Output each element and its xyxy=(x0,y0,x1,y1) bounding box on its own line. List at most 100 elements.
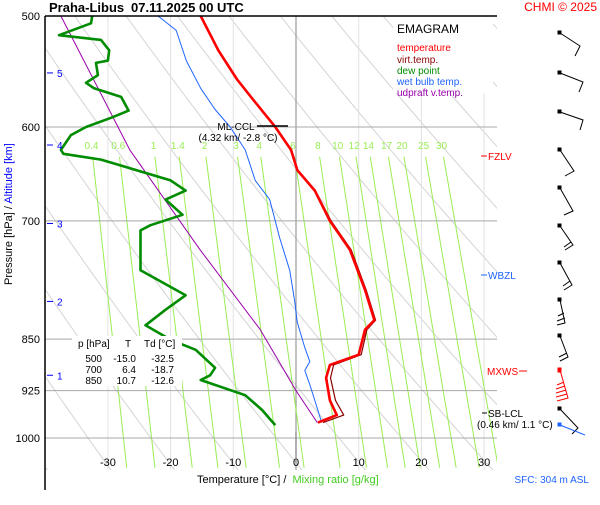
wind-barb-surface xyxy=(557,422,586,436)
wind-barb xyxy=(557,260,573,291)
dry-adiabat xyxy=(279,16,497,273)
svg-text:10.7: 10.7 xyxy=(117,376,137,387)
mixing-ratio-line xyxy=(387,156,441,468)
dry-adiabat xyxy=(589,16,600,474)
wind-barb xyxy=(556,297,566,326)
svg-text:(4.32 km/ -2.8 °C): (4.32 km/ -2.8 °C) xyxy=(198,133,277,144)
svg-text:500: 500 xyxy=(85,354,102,365)
temperature-tick-label: 30 xyxy=(478,457,490,469)
station-title: Praha-Libus xyxy=(49,0,124,15)
mixing-ratio-label: 1.4 xyxy=(171,141,185,152)
dry-adiabat xyxy=(45,375,112,470)
temperature-tick-label: 10 xyxy=(353,457,365,469)
svg-text:SB-LCL: SB-LCL xyxy=(488,409,523,420)
altitude-tick-label: 1 xyxy=(57,371,63,382)
dry-adiabat xyxy=(485,16,497,29)
level-table: p [hPa] T Td [°C] 500 -15.0 -32.5 700 6.… xyxy=(72,336,182,387)
legend-title: EMAGRAM xyxy=(397,22,459,36)
mixing-ratio-label: 14 xyxy=(363,141,375,152)
pressure-tick-label: 1000 xyxy=(16,433,40,445)
legend-wet-bulb: wet bulb temp. xyxy=(396,77,462,88)
mixing-ratio-label: 30 xyxy=(436,141,448,152)
mixing-ratio-line xyxy=(154,156,193,468)
series-layer xyxy=(57,16,377,426)
mixing-ratio-line xyxy=(294,156,341,468)
svg-text:FZLV: FZLV xyxy=(488,152,512,163)
table-row: 500 -15.0 -32.5 xyxy=(85,354,174,365)
temperature-tick-label: 0 xyxy=(293,457,299,469)
mixing-ratio-line xyxy=(92,156,128,468)
dry-adiabat xyxy=(45,204,239,470)
sb-lcl-annotation: SB-LCL (0.46 km/ 1.1 °C) xyxy=(477,409,553,431)
mixing-ratio-line xyxy=(237,156,281,468)
svg-text:-32.5: -32.5 xyxy=(151,354,174,365)
wind-barb xyxy=(557,30,581,57)
dry-adiabat xyxy=(45,124,303,470)
legend-parcel: udpraft v.temp. xyxy=(397,88,463,99)
wind-barb xyxy=(557,185,574,216)
x-axis-label: Temperature [°C] / Mixing ratio [g/kg] xyxy=(197,474,379,486)
mixing-ratio-label: 2 xyxy=(202,141,208,152)
ml-ccl-annotation: ML-CCL (4.32 km/ -2.8 °C) xyxy=(198,122,288,144)
table-row: 700 6.4 -18.7 xyxy=(85,365,174,376)
mixing-ratio-line xyxy=(260,156,305,468)
pressure-tick-label: 925 xyxy=(22,386,40,398)
copyright: CHMI © 2025 xyxy=(524,0,597,14)
mixing-ratio-label: 8 xyxy=(315,141,321,152)
svg-text:850: 850 xyxy=(85,376,102,387)
mixing-ratio-label: 17 xyxy=(381,141,393,152)
altitude-tick-label: 3 xyxy=(57,219,63,230)
mixing-ratio-label: 3 xyxy=(233,141,239,152)
wind-barb xyxy=(557,70,584,93)
mixing-ratio-label: 4 xyxy=(256,141,262,152)
legend-dew-point: dew point xyxy=(397,66,440,77)
table-row: 850 10.7 -12.6 xyxy=(85,376,174,387)
temperature-tick-label: -10 xyxy=(225,457,241,469)
temperature-tick-label: -30 xyxy=(100,457,116,469)
dry-adiabat xyxy=(74,16,430,470)
mixing-ratio-line xyxy=(369,156,421,468)
legend-temperature: temperature xyxy=(397,43,451,54)
svg-text:ML-CCL: ML-CCL xyxy=(217,122,255,133)
svg-text:(0.46 km/ 1.1 °C): (0.46 km/ 1.1 °C) xyxy=(477,420,553,431)
fzlv-marker: FZLV xyxy=(481,152,512,163)
temperature-line xyxy=(199,16,376,424)
dry-adiabat xyxy=(382,16,497,148)
svg-text:6.4: 6.4 xyxy=(122,365,136,376)
mixing-ratio-label: 20 xyxy=(396,141,408,152)
mixing-ratio-line xyxy=(205,156,247,468)
svg-text:700: 700 xyxy=(85,365,102,376)
dry-adiabat xyxy=(125,16,494,470)
svg-text:MXWS: MXWS xyxy=(487,367,518,378)
altitude-tick-label: 4 xyxy=(57,141,63,152)
mixing-ratio-label: 0.4 xyxy=(84,141,98,152)
legend: EMAGRAM temperature virt.temp. dew point… xyxy=(393,17,493,99)
wind-barb xyxy=(555,367,569,402)
dew-point-line xyxy=(57,16,277,426)
mixing-ratio-line xyxy=(178,156,219,468)
mxws-marker: MXWS xyxy=(487,367,527,378)
mixing-ratio-label: 0.6 xyxy=(111,141,125,152)
dry-adiabat xyxy=(45,288,176,470)
dry-adiabat xyxy=(228,16,497,339)
wind-barb xyxy=(557,147,575,177)
wind-barb xyxy=(557,333,569,362)
wind-barb xyxy=(557,109,584,131)
wbzl-marker: WBZL xyxy=(481,271,516,282)
table-header-p: p [hPa] xyxy=(78,339,110,350)
dry-adiabat xyxy=(537,16,600,474)
mixing-ratio-label: 10 xyxy=(332,141,344,152)
pressure-tick-label: 500 xyxy=(22,11,40,23)
svg-text:-15.0: -15.0 xyxy=(113,354,136,365)
legend-virtual-temperature: virt.temp. xyxy=(397,55,438,66)
mixing-ratio-label: 6 xyxy=(290,141,296,152)
surface-info: SFC: 304 m ASL xyxy=(515,475,590,486)
dry-adiabat xyxy=(177,16,497,406)
mixing-ratio-line xyxy=(425,156,480,468)
mixing-ratio-label: 12 xyxy=(349,141,361,152)
wet-bulb-line xyxy=(157,16,323,423)
mixing-ratio-label: 1 xyxy=(151,141,157,152)
temperature-tick-label: 20 xyxy=(415,457,427,469)
